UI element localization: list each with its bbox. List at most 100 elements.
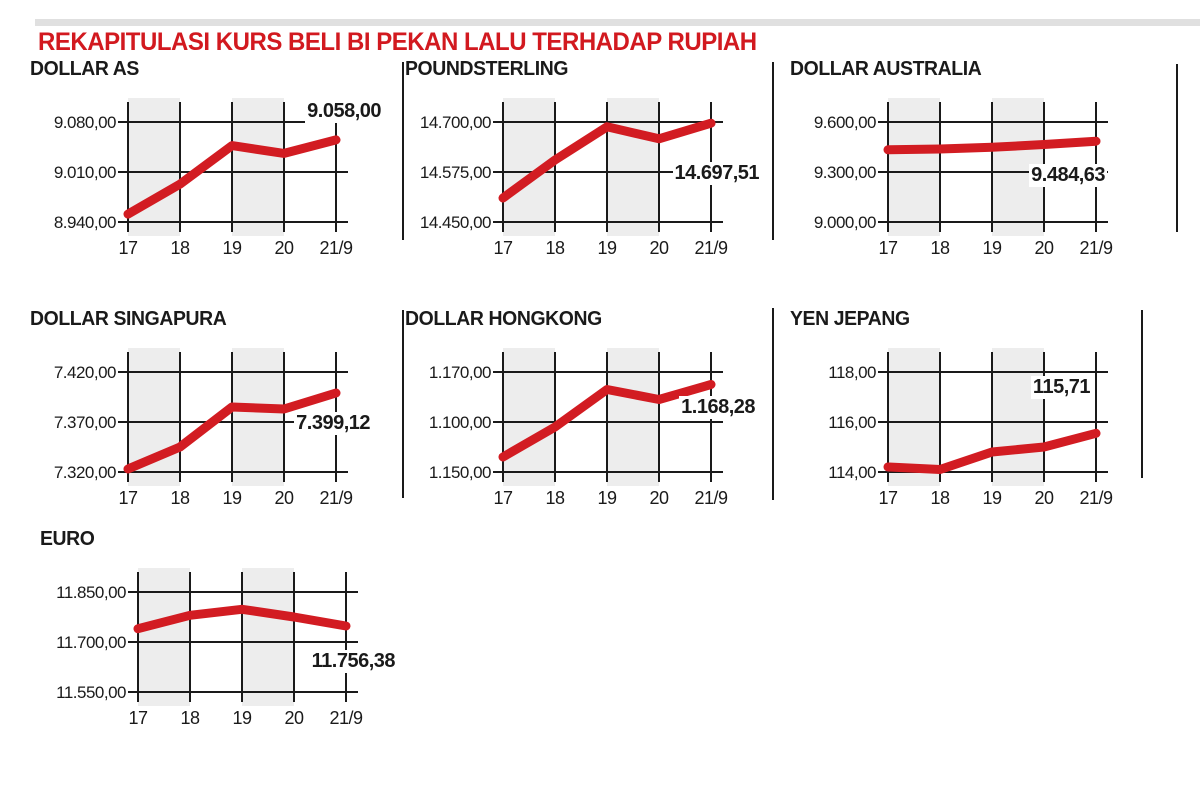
x-tick-label: 18 bbox=[545, 238, 565, 258]
last-value-label-euro: 11.756,38 bbox=[309, 650, 397, 673]
shaded-band bbox=[992, 348, 1044, 486]
shaded-band bbox=[138, 568, 190, 706]
gridlines bbox=[878, 352, 1108, 482]
series-line-euro bbox=[133, 604, 351, 634]
x-tick-label: 21/9 bbox=[694, 238, 728, 258]
x-tick-label: 20 bbox=[284, 708, 304, 728]
x-tick-label: 19 bbox=[222, 488, 242, 508]
chart-plot-area-euro: 11.850,00 11.700,00 11.550,00 17 18 19 20 21/9 1… bbox=[40, 554, 412, 744]
x-tick-label: 20 bbox=[274, 488, 294, 508]
chart-title-dollar-singapura: DOLLAR SINGAPURA bbox=[30, 308, 227, 330]
y-tick-label: 118,00 bbox=[828, 363, 876, 382]
page-title: REKAPITULASI KURS BELI BI PEKAN LALU TER… bbox=[38, 28, 757, 56]
shaded-band bbox=[607, 98, 659, 236]
x-tick-label: 21/9 bbox=[329, 708, 363, 728]
chart-title-dollar-australia: DOLLAR AUSTRALIA bbox=[790, 58, 982, 80]
y-tick-label: 14.700,00 bbox=[420, 113, 491, 132]
column-divider bbox=[1141, 310, 1143, 478]
y-tick-label: 8.940,00 bbox=[54, 213, 116, 232]
last-value-label-poundsterling: 14.697,51 bbox=[672, 162, 761, 185]
y-tick-label: 9.300,00 bbox=[814, 163, 876, 182]
column-divider bbox=[402, 310, 404, 498]
x-tick-label: 18 bbox=[545, 488, 565, 508]
y-tick-label: 114,00 bbox=[828, 463, 876, 482]
y-tick-label: 11.850,00 bbox=[56, 583, 126, 602]
y-tick-label: 14.450,00 bbox=[420, 213, 491, 232]
chart-title-poundsterling: POUNDSTERLING bbox=[405, 58, 569, 80]
column-divider bbox=[402, 62, 404, 240]
x-tick-label: 18 bbox=[170, 488, 190, 508]
chart-dollar-singapura: DOLLAR SINGAPURA 7.420,00 7.370,00 7.320,00… bbox=[30, 308, 402, 524]
y-tick-label: 7.320,00 bbox=[54, 463, 116, 482]
last-value-label-dollar-hongkong: 1.168,28 bbox=[679, 396, 757, 419]
y-tick-label: 7.420,00 bbox=[54, 363, 116, 382]
y-tick-label: 1.100,00 bbox=[429, 413, 491, 432]
x-tick-label: 17 bbox=[878, 488, 898, 508]
x-tick-label: 17 bbox=[118, 238, 138, 258]
x-tick-label: 20 bbox=[649, 488, 669, 508]
shaded-band bbox=[232, 348, 284, 486]
y-tick-label: 7.370,00 bbox=[54, 413, 116, 432]
chart-plot-area-dollar-singapura: 7.420,00 7.370,00 7.320,00 17 18 19 20 21/9 7.39… bbox=[30, 334, 402, 524]
last-value-label-dollar-australia: 9.484,63 bbox=[1029, 164, 1107, 187]
x-tick-label: 20 bbox=[274, 238, 294, 258]
chart-title-dollar-hongkong: DOLLAR HONGKONG bbox=[405, 308, 602, 330]
chart-dollar-as: DOLLAR AS 9.080,00 9.010,00 8.940,00 17 18 19 2… bbox=[30, 58, 402, 274]
series-line-poundsterling bbox=[498, 118, 716, 203]
chart-poundsterling: POUNDSTERLING 14.700,00 14.575,00 14.450,00… bbox=[405, 58, 777, 274]
y-tick-label: 1.170,00 bbox=[429, 363, 491, 382]
x-tick-label: 20 bbox=[1034, 488, 1054, 508]
x-tick-label: 21/9 bbox=[1079, 238, 1113, 258]
x-tick-label: 18 bbox=[170, 238, 190, 258]
x-tick-label: 19 bbox=[982, 488, 1002, 508]
y-tick-label: 9.010,00 bbox=[54, 163, 116, 182]
chart-dollar-hongkong: DOLLAR HONGKONG 1.170,00 1.100,00 1.150,00 1… bbox=[405, 308, 777, 524]
shaded-band bbox=[503, 348, 555, 486]
last-value-label-yen-jepang: 115,71 bbox=[1030, 376, 1092, 399]
last-value-label-dollar-singapura: 7.399,12 bbox=[294, 412, 372, 435]
x-tick-label: 19 bbox=[597, 488, 617, 508]
x-tick-label: 17 bbox=[493, 488, 513, 508]
gridlines bbox=[128, 572, 358, 702]
top-crop-artifact bbox=[35, 19, 1200, 26]
x-tick-label: 17 bbox=[878, 238, 898, 258]
x-tick-label: 19 bbox=[597, 238, 617, 258]
chart-euro: EURO 11.850,00 11.700,00 11.550,00 17 18 19 20 2… bbox=[40, 528, 412, 744]
y-tick-label: 116,00 bbox=[828, 413, 876, 432]
shaded-band bbox=[232, 98, 284, 236]
y-tick-label: 9.000,00 bbox=[814, 213, 876, 232]
chart-plot-area-dollar-hongkong: 1.170,00 1.100,00 1.150,00 17 18 19 20 21/9 1.16… bbox=[405, 334, 777, 524]
y-tick-label: 11.550,00 bbox=[56, 683, 126, 702]
column-divider bbox=[772, 62, 774, 240]
series-line-yen-jepang bbox=[883, 428, 1101, 474]
x-tick-label: 19 bbox=[232, 708, 252, 728]
chart-plot-area-yen-jepang: 118,00 116,00 114,00 17 18 19 20 21/9 115,71 bbox=[790, 334, 1162, 524]
x-tick-label: 18 bbox=[930, 238, 950, 258]
chart-title-yen-jepang: YEN JEPANG bbox=[790, 308, 910, 330]
x-tick-label: 19 bbox=[982, 238, 1002, 258]
x-tick-label: 18 bbox=[930, 488, 950, 508]
series-line-dollar-hongkong bbox=[498, 380, 716, 462]
y-tick-label: 9.080,00 bbox=[54, 113, 116, 132]
x-tick-label: 17 bbox=[493, 238, 513, 258]
x-tick-label: 21/9 bbox=[319, 488, 353, 508]
series-line-dollar-australia bbox=[883, 136, 1101, 155]
y-tick-label: 14.575,00 bbox=[420, 163, 491, 182]
y-tick-label: 11.700,00 bbox=[56, 633, 126, 652]
column-divider bbox=[1176, 64, 1178, 232]
shaded-band bbox=[242, 568, 294, 706]
chart-title-euro: EURO bbox=[40, 528, 95, 550]
x-tick-label: 17 bbox=[118, 488, 138, 508]
series-line-dollar-as bbox=[123, 135, 341, 219]
x-tick-label: 20 bbox=[1034, 238, 1054, 258]
chart-title-dollar-as: DOLLAR AS bbox=[30, 58, 139, 80]
x-tick-label: 21/9 bbox=[1079, 488, 1113, 508]
y-tick-label: 1.150,00 bbox=[429, 463, 491, 482]
chart-yen-jepang: YEN JEPANG 118,00 116,00 114,00 17 18 19 20 21/9… bbox=[790, 308, 1162, 524]
